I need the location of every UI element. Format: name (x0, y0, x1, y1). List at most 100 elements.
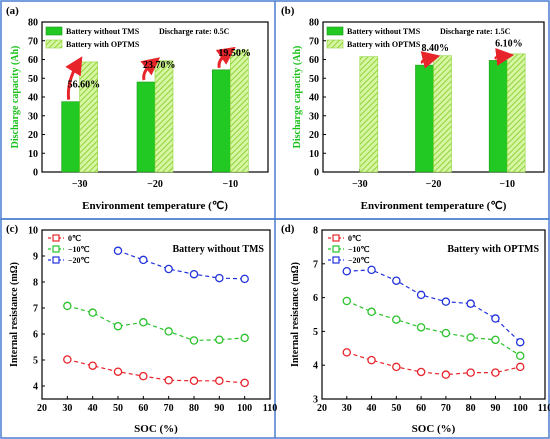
legend-label: −10℃ (68, 245, 90, 254)
data-point (113, 367, 123, 376)
y-tick-label: 4 (313, 361, 318, 372)
data-point (491, 368, 500, 377)
data-point (392, 276, 401, 285)
data-point (342, 348, 352, 357)
y-tick-label: 40 (28, 93, 38, 104)
data-point (113, 321, 123, 331)
legend-discharge-rate: Discharge rate: 0.5C (159, 27, 230, 36)
increase-arrow (140, 57, 161, 81)
data-point (63, 301, 72, 311)
increase-arrow (494, 47, 515, 66)
y-tick-label: 40 (309, 93, 319, 104)
y-tick-label: 8 (33, 278, 38, 289)
increase-annotation: 23.70% (143, 60, 176, 71)
y-tick-label: 5 (33, 356, 38, 367)
data-point (515, 337, 525, 347)
data-point (139, 371, 148, 381)
x-tick-label: −10 (222, 179, 238, 190)
legend-label: −20℃ (68, 256, 90, 265)
data-point (367, 265, 376, 275)
legend-label: 0℃ (68, 234, 81, 243)
data-point (466, 299, 475, 308)
x-tick-label: 100 (513, 403, 528, 414)
data-point (392, 362, 401, 372)
y-axis-label: Internal resistance (mΩ) (290, 262, 301, 367)
legend-marker (52, 256, 60, 264)
y-tick-label: 10 (28, 226, 38, 237)
y-tick-label: 70 (28, 36, 38, 47)
y-tick-label: 30 (309, 111, 319, 122)
data-point (392, 315, 401, 324)
y-tick-label: 4 (33, 382, 38, 393)
y-tick-label: 80 (28, 18, 38, 29)
x-tick-label: 90 (214, 403, 224, 414)
series-line (346, 269, 521, 343)
increase-arrow (65, 56, 83, 100)
x-tick-label: −20 (147, 179, 163, 190)
legend-marker (332, 256, 340, 264)
increase-annotation: 19.50% (218, 48, 251, 59)
data-point (515, 351, 525, 360)
bar-without-tms (212, 69, 231, 173)
legend-label: −20℃ (348, 256, 370, 265)
x-tick-label: 50 (391, 403, 401, 414)
x-tick-label: −20 (426, 179, 442, 190)
bar-with-optms (433, 55, 452, 173)
x-tick-label: 30 (62, 403, 72, 414)
y-tick-label: 7 (33, 304, 38, 315)
panel-b: (b) 0 10 20 30 40 50 60 70 80 Discharge capacity (… (281, 5, 545, 212)
x-tick-label: 30 (342, 403, 352, 414)
y-tick-label: 20 (309, 130, 319, 141)
data-point (342, 296, 352, 306)
data-point (63, 355, 72, 364)
data-point (441, 328, 451, 338)
y-tick-label: 50 (28, 74, 38, 85)
bar-with-optms (154, 60, 174, 173)
bar-without-tms (415, 64, 434, 173)
data-point (164, 264, 173, 274)
data-point (139, 255, 148, 265)
data-point (189, 269, 199, 279)
data-point (491, 335, 500, 345)
panel-label: (d) (281, 223, 295, 235)
y-tick-label: 80 (309, 18, 319, 29)
legend-marker (52, 234, 60, 242)
data-point (164, 376, 173, 385)
legend-label-with-optms: Battery with OPTMS (347, 40, 421, 49)
y-tick-label: 5 (313, 327, 318, 338)
data-point (367, 307, 376, 317)
x-axis-label: Environment temperature (℃) (361, 200, 507, 212)
increase-arrow (420, 51, 441, 69)
increase-annotation: 6.10% (495, 38, 522, 49)
x-tick-label: 100 (237, 403, 252, 414)
increase-arrow (215, 46, 236, 69)
legend-label-with-optms: Battery with OPTMS (66, 40, 140, 49)
y-tick-label: 20 (28, 130, 38, 141)
data-point (441, 297, 451, 306)
panel-c: (c) 4 5 6 7 8 9 10 Internal resistance (mΩ) SOC (… (6, 223, 277, 435)
data-point (240, 274, 249, 284)
x-tick-label: 70 (441, 403, 451, 414)
y-tick-label: 50 (309, 74, 319, 85)
y-tick-label: 10 (28, 149, 38, 160)
legend-swatch-with-optms (326, 39, 344, 49)
data-point (189, 336, 199, 345)
panel-title: Battery without TMS (173, 244, 265, 255)
bar-with-optms (230, 49, 249, 173)
data-point (466, 368, 475, 377)
y-axis-label: Internal resistance (mΩ) (9, 262, 20, 367)
data-point (416, 367, 426, 377)
y-tick-label: 9 (33, 252, 38, 263)
x-tick-label: 110 (538, 403, 550, 414)
data-point (441, 370, 451, 379)
legend-label-without-tms: Battery without TMS (66, 27, 140, 36)
x-axis-label: SOC (%) (412, 423, 456, 435)
x-tick-label: 80 (466, 403, 476, 414)
legend-marker (52, 245, 60, 253)
bar-without-tms (488, 60, 508, 173)
data-point (515, 362, 525, 372)
x-tick-label: 50 (113, 403, 123, 414)
legend-swatch-with-optms (45, 39, 63, 49)
x-tick-label: 110 (263, 403, 277, 414)
y-tick-label: 10 (309, 149, 319, 160)
